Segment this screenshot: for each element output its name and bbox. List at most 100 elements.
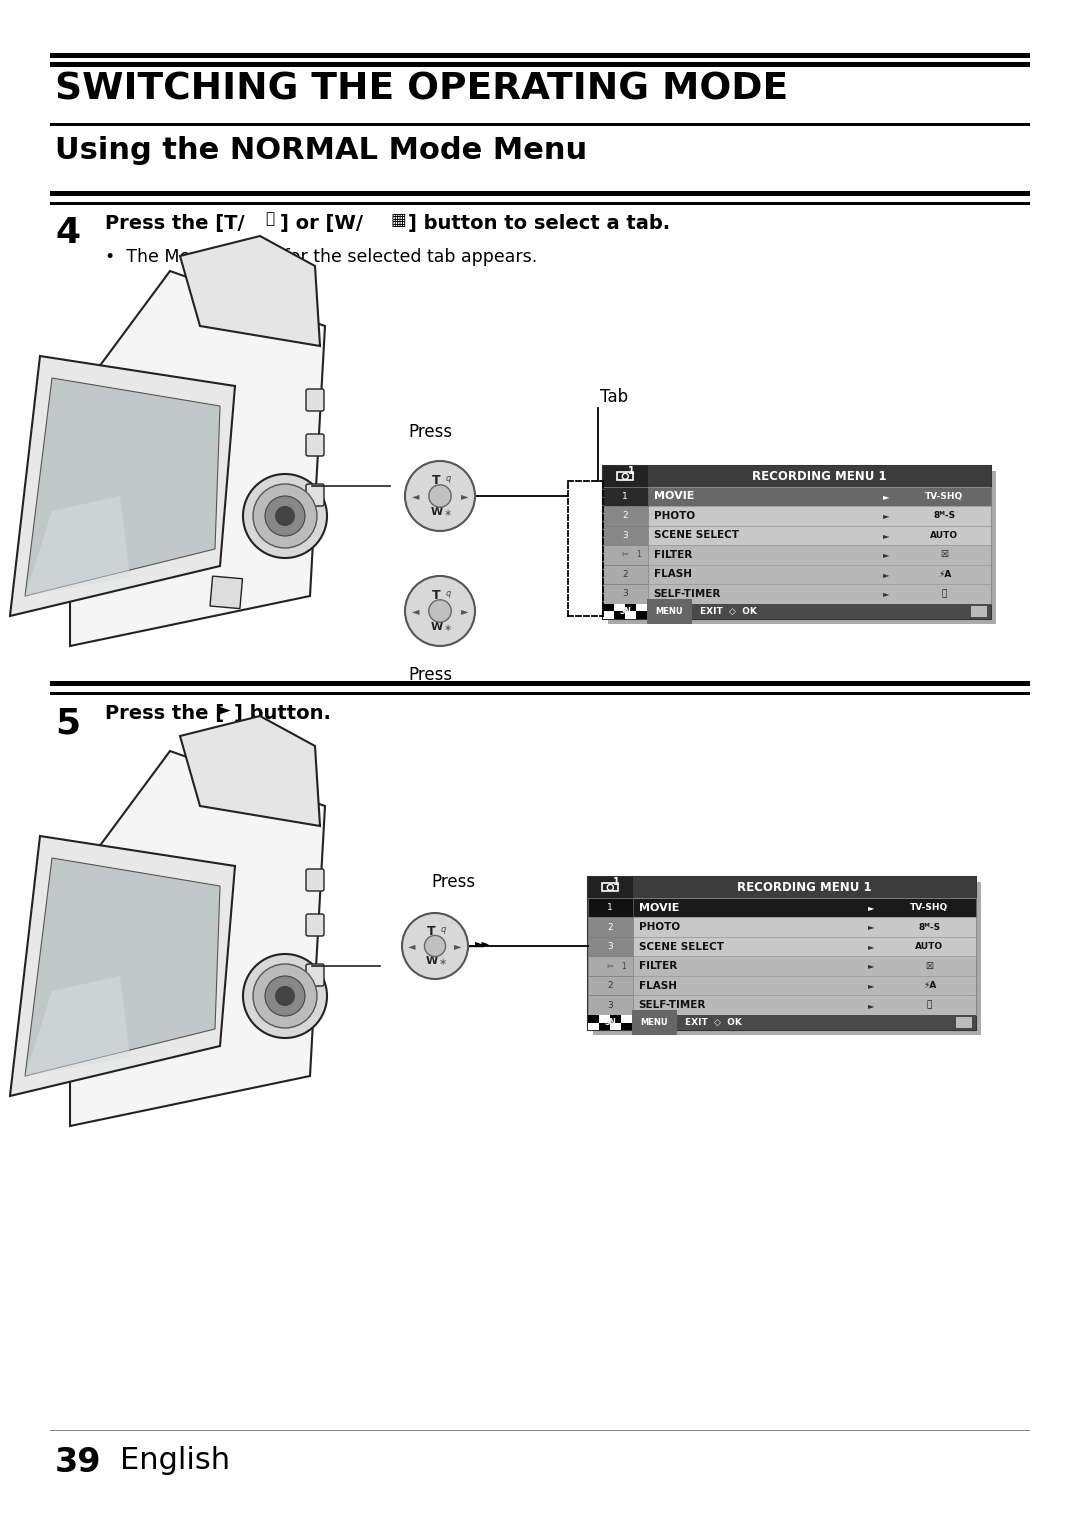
Text: ∗: ∗ xyxy=(444,623,453,633)
Text: ►: ► xyxy=(883,589,890,598)
Bar xyxy=(588,1015,599,1022)
Text: 8ᴹ-S: 8ᴹ-S xyxy=(918,923,941,931)
Bar xyxy=(615,612,625,620)
Text: 39: 39 xyxy=(55,1447,102,1479)
Text: ►: ► xyxy=(455,942,462,951)
Text: MOVIE: MOVIE xyxy=(653,491,694,502)
Bar xyxy=(603,545,991,565)
Polygon shape xyxy=(180,716,320,826)
Bar xyxy=(603,525,991,545)
FancyBboxPatch shape xyxy=(306,914,324,935)
Text: FLASH: FLASH xyxy=(653,569,691,580)
Text: 2: 2 xyxy=(622,569,629,578)
Text: AUTO: AUTO xyxy=(930,531,959,540)
Text: T: T xyxy=(432,473,441,487)
Bar xyxy=(636,604,648,612)
Bar xyxy=(603,487,991,507)
Text: RECORDING MENU 1: RECORDING MENU 1 xyxy=(752,470,887,482)
Text: W: W xyxy=(426,955,438,966)
Bar xyxy=(588,917,633,937)
Bar xyxy=(588,897,976,917)
Text: Tab: Tab xyxy=(600,388,629,406)
Text: ◄: ◄ xyxy=(411,491,419,501)
Text: ►: ► xyxy=(883,551,890,560)
FancyBboxPatch shape xyxy=(306,868,324,891)
Text: •  The Menu Screen for the selected tab appears.: • The Menu Screen for the selected tab a… xyxy=(105,249,537,266)
Text: Using the NORMAL Mode Menu: Using the NORMAL Mode Menu xyxy=(55,136,588,165)
Text: 3: 3 xyxy=(622,589,629,598)
Text: FILTER: FILTER xyxy=(653,549,692,560)
Circle shape xyxy=(243,954,327,1038)
Bar xyxy=(610,1015,621,1022)
Text: English: English xyxy=(120,1447,230,1476)
Text: 2: 2 xyxy=(622,511,629,520)
Text: Press the [T/: Press the [T/ xyxy=(105,214,245,233)
Text: PHOTO: PHOTO xyxy=(638,922,679,932)
Circle shape xyxy=(275,507,295,526)
Bar xyxy=(603,465,648,487)
Text: ⚡A: ⚡A xyxy=(937,569,951,578)
Bar xyxy=(971,606,987,617)
Circle shape xyxy=(402,913,468,980)
Text: ◄: ◄ xyxy=(408,942,416,951)
Circle shape xyxy=(275,986,295,1006)
Text: ►: ► xyxy=(218,700,231,719)
Text: 3: 3 xyxy=(622,531,629,540)
Text: ⌛: ⌛ xyxy=(942,589,947,598)
Text: T: T xyxy=(427,925,435,937)
Text: ►: ► xyxy=(461,606,469,617)
Bar xyxy=(603,545,648,565)
Polygon shape xyxy=(70,751,325,1126)
Text: ►: ► xyxy=(868,1001,875,1010)
Polygon shape xyxy=(70,272,325,645)
Bar xyxy=(625,604,636,612)
Polygon shape xyxy=(25,858,220,1076)
Bar xyxy=(588,1015,633,1030)
Bar xyxy=(588,975,976,995)
Text: ] button to select a tab.: ] button to select a tab. xyxy=(408,214,670,233)
Bar xyxy=(588,975,633,995)
Bar xyxy=(603,565,648,584)
Circle shape xyxy=(405,461,475,531)
Bar xyxy=(615,604,625,612)
Bar xyxy=(603,465,991,487)
Text: 2: 2 xyxy=(607,923,613,931)
Bar xyxy=(588,897,633,917)
Bar xyxy=(50,681,1030,687)
Bar xyxy=(588,917,976,937)
Polygon shape xyxy=(10,836,235,1096)
Text: ►: ► xyxy=(883,491,890,501)
Text: ▦: ▦ xyxy=(390,211,406,229)
Text: ⚡A: ⚡A xyxy=(922,981,936,990)
Polygon shape xyxy=(10,356,235,617)
Text: 3: 3 xyxy=(607,942,613,951)
Bar xyxy=(603,507,991,525)
Text: SCENE SELECT: SCENE SELECT xyxy=(638,942,724,952)
Text: ►►: ►► xyxy=(475,938,490,948)
FancyBboxPatch shape xyxy=(306,484,324,507)
Text: 1: 1 xyxy=(636,551,642,560)
Circle shape xyxy=(243,475,327,559)
FancyBboxPatch shape xyxy=(306,389,324,410)
Bar xyxy=(588,937,633,957)
Text: Press: Press xyxy=(408,423,453,441)
Bar xyxy=(603,525,648,545)
Bar xyxy=(588,937,976,957)
Text: SWITCHING THE OPERATING MODE: SWITCHING THE OPERATING MODE xyxy=(55,72,788,107)
Polygon shape xyxy=(25,378,220,597)
Polygon shape xyxy=(25,977,130,1076)
Text: 1: 1 xyxy=(621,961,626,971)
Bar xyxy=(588,877,976,1030)
Text: W: W xyxy=(431,621,443,632)
Bar xyxy=(618,473,633,481)
Bar xyxy=(50,124,1030,127)
Text: 8ᴹ-S: 8ᴹ-S xyxy=(933,511,956,520)
Text: ☒: ☒ xyxy=(926,961,933,971)
Text: ►: ► xyxy=(868,923,875,931)
Bar xyxy=(608,472,996,624)
Bar xyxy=(625,612,636,620)
Bar xyxy=(588,877,976,897)
Text: ⌛: ⌛ xyxy=(927,1001,932,1010)
Text: SCENE SELECT: SCENE SELECT xyxy=(653,531,739,540)
Bar xyxy=(50,53,1030,58)
